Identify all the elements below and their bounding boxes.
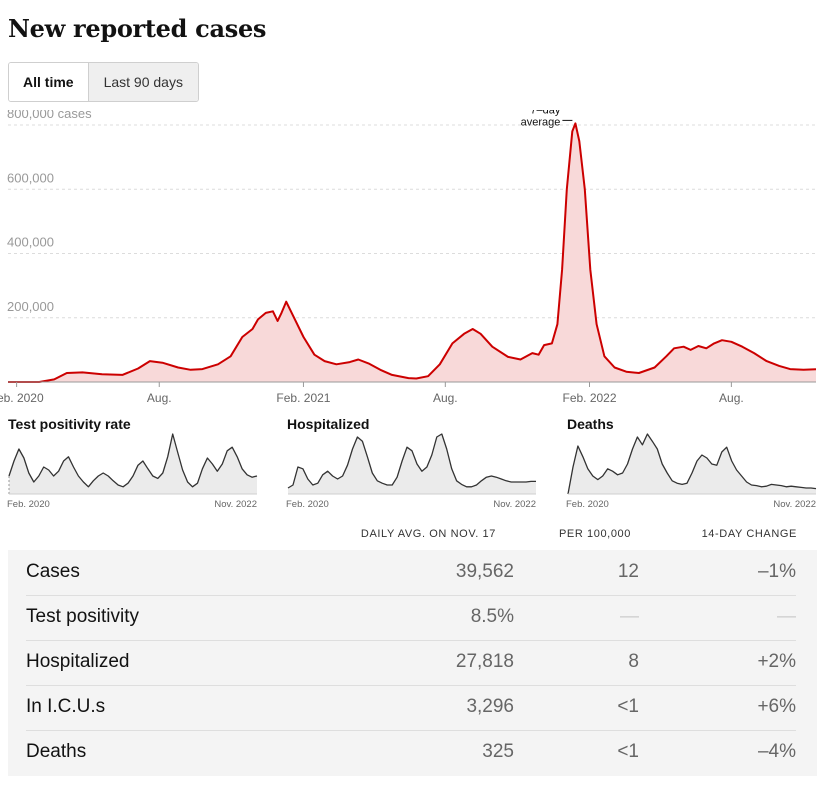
mini-line <box>8 433 258 488</box>
per-100k-header: PER 100,000 <box>558 528 631 540</box>
mini-line <box>287 433 536 489</box>
last-90-days-button[interactable]: Last 90 days <box>87 63 198 101</box>
hospitalized-title: Hospitalized <box>287 416 370 432</box>
per-100k-value: <1 <box>617 741 639 762</box>
per-100k-value: 8 <box>628 651 639 672</box>
page-title: New reported cases <box>8 14 267 43</box>
daily-avg-value: 27,818 <box>455 651 514 672</box>
mini-x-label-end: Nov. 2022 <box>773 499 816 510</box>
daily-avg-value: 8.5% <box>470 606 514 627</box>
cases-area <box>8 123 816 383</box>
table-row: In I.C.U.s 3,296 <1 +6% <box>26 685 796 731</box>
y-tick-label: 800,000 cases <box>7 110 92 121</box>
x-tick-label: Feb. 2021 <box>276 391 330 405</box>
mini-x-label-end: Nov. 2022 <box>214 499 257 510</box>
change-value: –4% <box>757 741 796 762</box>
change-value: –1% <box>757 561 796 582</box>
row-label: Test positivity <box>26 606 139 627</box>
x-tick-label: Feb. 2020 <box>0 391 44 405</box>
x-tick-label: Aug. <box>433 391 458 405</box>
deaths-title: Deaths <box>567 416 614 432</box>
mini-x-label-end: Nov. 2022 <box>493 499 536 510</box>
per-100k-value: <1 <box>617 696 639 717</box>
per-100k-value: 12 <box>617 561 639 582</box>
table-row: Deaths 325 <1 –4% <box>26 730 796 775</box>
mini-line <box>567 433 817 495</box>
mini-x-label-start: Feb. 2020 <box>566 499 609 510</box>
y-tick-label: 600,000 <box>7 170 54 185</box>
deaths-chart: Feb. 2020 Nov. 2022 <box>566 433 817 510</box>
row-label: Hospitalized <box>26 651 130 672</box>
mini-area <box>288 434 536 494</box>
daily-avg-value: 3,296 <box>466 696 514 717</box>
daily-avg-header: DAILY AVG. ON NOV. 17 <box>360 528 496 540</box>
y-tick-label: 400,000 <box>7 235 54 250</box>
table-row: Test positivity 8.5% — — <box>26 595 796 641</box>
row-label: Cases <box>26 561 80 582</box>
change-value: — <box>777 606 796 627</box>
table-row: Cases 39,562 12 –1% <box>26 550 796 596</box>
annotation-line1: 7–day <box>530 110 560 116</box>
cases-line <box>8 122 817 383</box>
test-positivity-title: Test positivity rate <box>8 416 131 432</box>
change-value: +6% <box>757 696 796 717</box>
x-tick-label: Feb. 2022 <box>562 391 616 405</box>
hospitalized-chart: Feb. 2020 Nov. 2022 <box>286 433 536 510</box>
mini-x-label-start: Feb. 2020 <box>286 499 329 510</box>
test-positivity-chart: Feb. 2020 Nov. 2022 <box>7 433 258 510</box>
per-100k-value: — <box>620 606 639 627</box>
row-label: Deaths <box>26 741 87 762</box>
mini-x-label-start: Feb. 2020 <box>7 499 50 510</box>
row-label: In I.C.U.s <box>26 696 106 717</box>
x-tick-label: Aug. <box>719 391 744 405</box>
mini-area <box>568 434 816 494</box>
daily-avg-value: 39,562 <box>455 561 514 582</box>
annotation-line2: average <box>521 116 561 128</box>
x-tick-label: Aug. <box>147 391 172 405</box>
change-header: 14-DAY CHANGE <box>701 528 797 540</box>
time-range-toggle: All time Last 90 days <box>8 62 199 102</box>
y-tick-label: 200,000 <box>7 299 54 314</box>
cases-chart: 200,000 400,000 600,000 800,000 cases Feb. 2… <box>0 110 817 405</box>
stats-table: Cases 39,562 12 –1% Test positivity 8.5%… <box>8 550 817 776</box>
change-value: +2% <box>757 651 796 672</box>
table-row: Hospitalized 27,818 8 +2% <box>26 640 796 686</box>
mini-area <box>9 434 257 494</box>
all-time-button[interactable]: All time <box>9 63 88 101</box>
daily-avg-value: 325 <box>482 741 514 762</box>
